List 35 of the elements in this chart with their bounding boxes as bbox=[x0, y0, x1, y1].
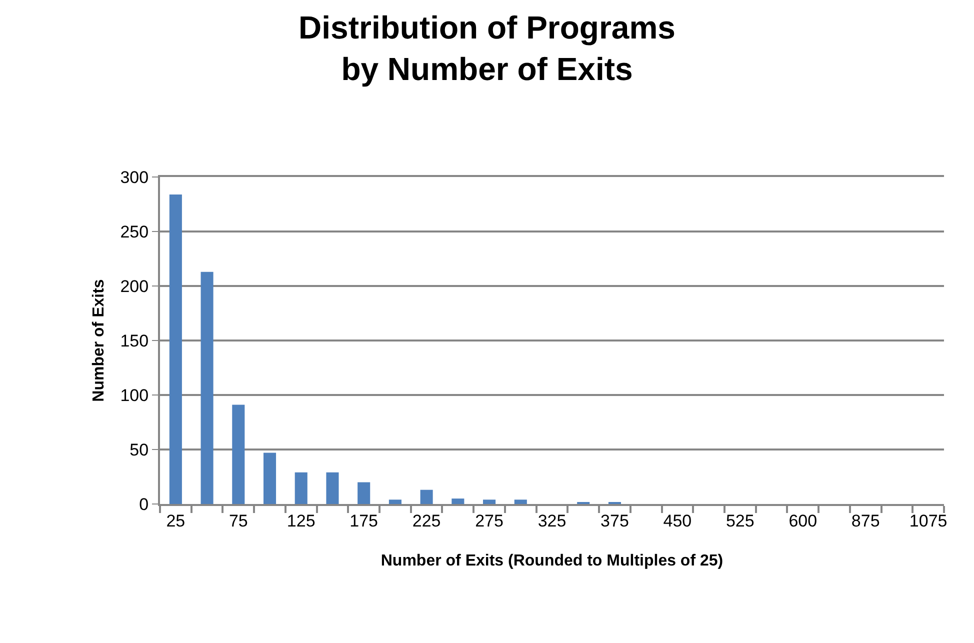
x-tick-label: 25 bbox=[166, 511, 186, 530]
bar bbox=[420, 490, 433, 504]
bar bbox=[169, 194, 182, 504]
y-tick-label: 100 bbox=[120, 386, 149, 405]
y-tick-label: 50 bbox=[130, 440, 149, 460]
bar bbox=[388, 500, 402, 504]
bar bbox=[452, 498, 464, 504]
y-tick-label: 200 bbox=[120, 276, 149, 296]
chart-title: Distribution of Programs by Number of Exits bbox=[298, 10, 676, 88]
bar bbox=[326, 472, 339, 504]
x-tick-label: 175 bbox=[350, 511, 378, 530]
x-tick-label: 875 bbox=[851, 511, 880, 530]
x-tick-label: 325 bbox=[538, 511, 566, 530]
y-axis-title: Number of Exits bbox=[90, 279, 108, 402]
bar bbox=[483, 500, 496, 504]
bar bbox=[232, 404, 245, 504]
y-tick-label: 0 bbox=[139, 494, 149, 514]
x-axis-title: Number of Exits (Rounded to Multiples of 25) bbox=[380, 552, 724, 570]
bar bbox=[200, 272, 214, 504]
bar bbox=[294, 472, 308, 504]
bar bbox=[514, 500, 527, 504]
y-tick-label: 150 bbox=[120, 331, 149, 350]
bar bbox=[263, 452, 276, 504]
x-tick-label: 275 bbox=[475, 511, 504, 530]
x-tick-label: 125 bbox=[286, 511, 316, 530]
x-tick-label: 75 bbox=[228, 511, 248, 530]
x-tick-label: 450 bbox=[663, 511, 692, 530]
y-tick-label: 300 bbox=[120, 168, 149, 187]
x-tick-label: 375 bbox=[600, 511, 629, 530]
x-tick-label: 1075 bbox=[909, 511, 948, 530]
x-tick-label: 600 bbox=[788, 511, 818, 530]
x-tick-label: 525 bbox=[726, 511, 754, 530]
y-tick-label: 250 bbox=[120, 222, 149, 242]
x-tick-label: 225 bbox=[412, 511, 441, 530]
bar bbox=[358, 482, 370, 504]
